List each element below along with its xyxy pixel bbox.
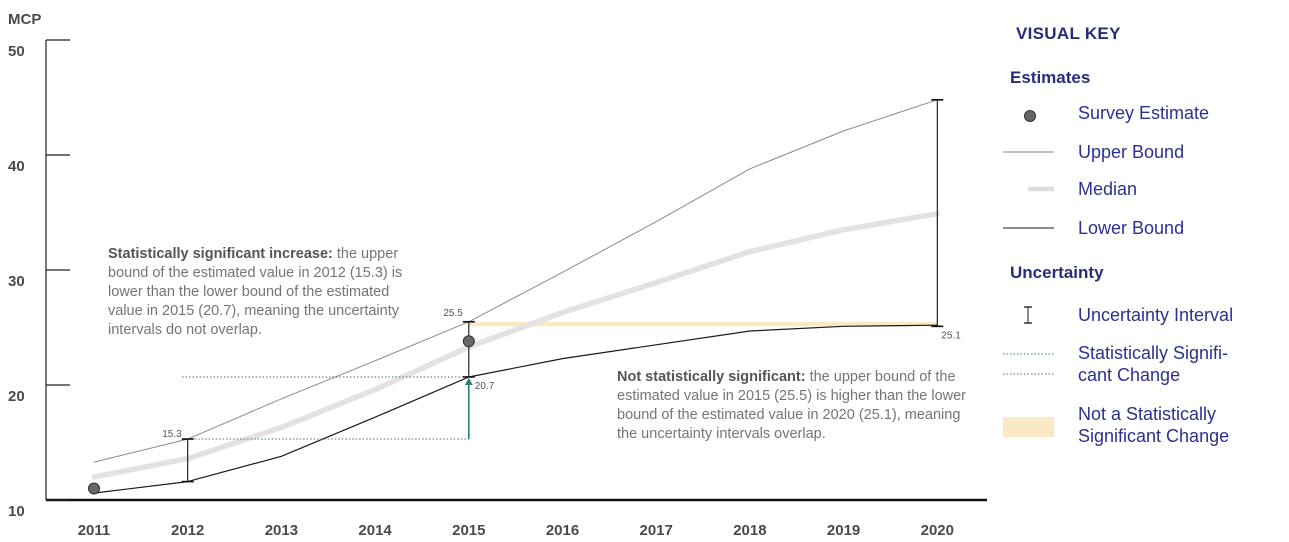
y-axis-title: MCP — [8, 11, 41, 28]
legend-label-significant-line2: cant Change — [1078, 365, 1181, 385]
upper-bound-swatch — [1003, 151, 1054, 153]
y-tick-label-20: 20 — [8, 388, 25, 405]
visual-key-title: VISUAL KEY — [1016, 24, 1121, 43]
annotation-significant-bold: Statistically significant increase: — [108, 246, 333, 262]
axes-layer: 10 20 30 40 50 MCP 2011 2012 2013 2014 2015 2016 201… — [8, 11, 987, 539]
value-label-0: 15.3 — [162, 429, 182, 440]
y-tick-label-50: 50 — [8, 43, 25, 60]
nonsig-band-layer — [468, 321, 938, 327]
x-tick-label-2018: 2018 — [733, 522, 766, 539]
legend-label-survey: Survey Estimate — [1078, 103, 1210, 123]
legend-label-median: Median — [1078, 179, 1138, 199]
upper-bound-line — [93, 99, 938, 463]
significant-arrow-head — [464, 377, 473, 385]
non-significant-band — [468, 321, 938, 327]
legend-item-upper-bound: Upper Bound — [1000, 141, 1289, 163]
annotation-not-significant-bold: Not statistically significant: — [617, 369, 806, 385]
survey-estimate-point-2015 — [462, 335, 475, 348]
x-tick-label-2011: 2011 — [78, 522, 111, 539]
significant-change-swatch — [1003, 353, 1054, 375]
non-significant-change-swatch — [1003, 417, 1054, 437]
legend-label-lower: Lower Bound — [1078, 218, 1185, 238]
visual-key: VISUAL KEY Estimates Survey Estimate Upp… — [1000, 0, 1289, 542]
annotation-not-significant-text: the upper bound of the estimated value i… — [617, 369, 967, 442]
x-tick-label-2013: 2013 — [265, 522, 298, 539]
x-tick-label-2020: 2020 — [921, 522, 954, 539]
y-tick-label-10: 10 — [8, 503, 25, 520]
value-label-2: 20.7 — [475, 381, 495, 392]
legend-label-upper: Upper Bound — [1078, 142, 1185, 162]
median-swatch — [1028, 186, 1054, 192]
value-label-layer: 15.3 25.5 20.7 25.1 — [162, 308, 961, 440]
lower-bound-line — [93, 324, 938, 494]
x-tick-label-2017: 2017 — [640, 522, 673, 539]
lower-bound-swatch — [1003, 227, 1054, 229]
legend-label-non-significant-line1: Not a Statistically — [1078, 404, 1217, 424]
y-tick-label-30: 30 — [8, 273, 25, 290]
x-tick-label-2015: 2015 — [452, 522, 485, 539]
x-tick-label-2012: 2012 — [171, 522, 204, 539]
significant-change-layer — [182, 376, 473, 440]
annotation-significant-text: the upper bound of the estimated value i… — [108, 246, 403, 338]
legend-label-significant-line1: Statistically Signifi- — [1078, 343, 1229, 363]
x-tick-label-2014: 2014 — [358, 522, 392, 539]
value-label-1: 25.5 — [443, 308, 463, 319]
estimates-heading: Estimates — [1010, 68, 1091, 87]
value-label-3: 25.1 — [941, 330, 961, 341]
legend-item-lower-bound: Lower Bound — [1000, 217, 1289, 239]
survey-estimate-layer — [88, 335, 475, 495]
y-tick-label-40: 40 — [8, 158, 25, 175]
survey-estimate-point-2011 — [88, 482, 100, 495]
uncertainty-heading: Uncertainty — [1010, 263, 1104, 282]
legend-item-median: Median — [1000, 178, 1289, 200]
survey-estimate-swatch — [1024, 110, 1036, 122]
legend-label-interval: Uncertainty Interval — [1078, 305, 1234, 325]
median-line — [91, 210, 941, 480]
x-tick-label-2019: 2019 — [827, 522, 860, 539]
uncertainty-interval-swatch — [1024, 306, 1032, 324]
legend-label-non-significant: Not a Statistically Significant Change — [1078, 403, 1278, 447]
annotation-not-significant: Not statistically significant: the upper… — [617, 368, 972, 444]
series-lines-layer — [91, 99, 941, 494]
uncertainty-interval-layer — [181, 99, 944, 483]
legend-label-non-significant-line2: Significant Change — [1078, 426, 1230, 446]
legend-item-significant-change: Statistically Signifi- cant Change — [1000, 342, 1289, 386]
legend-label-significant: Statistically Signifi- cant Change — [1078, 342, 1278, 386]
legend-item-uncertainty-interval: Uncertainty Interval — [1000, 304, 1289, 326]
annotation-significant: Statistically significant increase: the … — [108, 245, 418, 340]
legend-item-non-significant-change: Not a Statistically Significant Change — [1000, 403, 1289, 447]
legend-item-survey-estimate: Survey Estimate — [1000, 102, 1289, 124]
x-tick-label-2016: 2016 — [546, 522, 579, 539]
